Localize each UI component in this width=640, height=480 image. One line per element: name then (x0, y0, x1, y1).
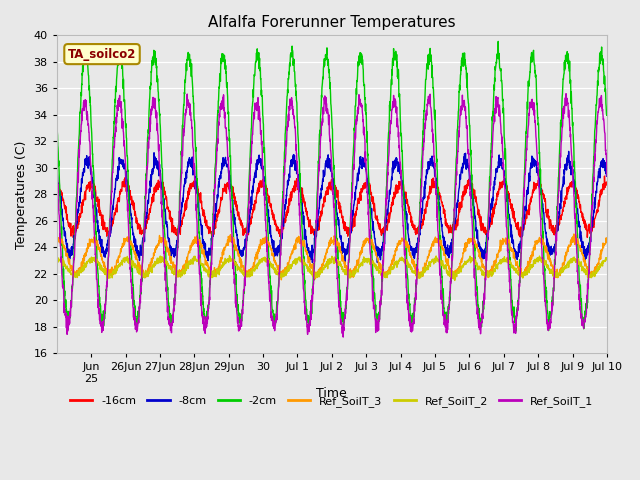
Y-axis label: Temperatures (C): Temperatures (C) (15, 140, 28, 249)
-2cm (108, 173, 116, 179)
Line: -2cm: -2cm (57, 41, 607, 331)
-16cm (70, 235, 77, 240)
-8cm (596, 167, 604, 173)
Ref_SoilT_1 (603, 173, 611, 179)
-2cm (596, 60, 604, 65)
-8cm (498, 161, 506, 167)
-8cm (308, 260, 316, 265)
-16cm (53, 183, 61, 189)
-2cm (53, 112, 61, 118)
Ref_SoilT_1 (498, 132, 506, 138)
Ref_SoilT_2 (451, 277, 459, 283)
Ref_SoilT_1 (529, 100, 536, 106)
X-axis label: Time: Time (317, 387, 348, 400)
Ref_SoilT_3 (529, 252, 536, 258)
-16cm (365, 189, 373, 195)
Ref_SoilT_1 (53, 166, 61, 171)
-16cm (108, 222, 116, 228)
Text: TA_soilco2: TA_soilco2 (68, 48, 136, 60)
-16cm (601, 173, 609, 179)
Line: Ref_SoilT_1: Ref_SoilT_1 (57, 94, 607, 337)
Line: -8cm: -8cm (57, 151, 607, 263)
Ref_SoilT_3 (227, 232, 234, 238)
-2cm (494, 38, 502, 44)
Ref_SoilT_3 (365, 240, 373, 246)
-8cm (53, 173, 61, 179)
-16cm (603, 180, 611, 185)
-8cm (227, 184, 234, 190)
Ref_SoilT_2 (108, 272, 116, 277)
Line: -16cm: -16cm (57, 176, 607, 238)
Ref_SoilT_3 (108, 270, 116, 276)
-8cm (565, 148, 573, 154)
Ref_SoilT_2 (603, 255, 611, 261)
Ref_SoilT_3 (53, 238, 61, 243)
Ref_SoilT_3 (603, 235, 611, 241)
Line: Ref_SoilT_2: Ref_SoilT_2 (57, 256, 607, 280)
-2cm (498, 77, 506, 83)
-2cm (529, 52, 537, 58)
Title: Alfalfa Forerunner Temperatures: Alfalfa Forerunner Temperatures (208, 15, 456, 30)
Ref_SoilT_2 (596, 264, 604, 270)
-16cm (227, 187, 234, 192)
Ref_SoilT_1 (596, 96, 604, 101)
-8cm (108, 217, 116, 223)
Ref_SoilT_1 (339, 334, 347, 340)
Ref_SoilT_2 (53, 257, 61, 263)
Ref_SoilT_3 (596, 256, 604, 262)
-16cm (498, 180, 506, 185)
Ref_SoilT_1 (108, 190, 116, 195)
-2cm (512, 328, 520, 334)
Ref_SoilT_1 (365, 224, 373, 230)
Ref_SoilT_1 (227, 198, 234, 204)
Ref_SoilT_2 (529, 263, 537, 269)
Legend: -16cm, -8cm, -2cm, Ref_SoilT_3, Ref_SoilT_2, Ref_SoilT_1: -16cm, -8cm, -2cm, Ref_SoilT_3, Ref_Soil… (66, 392, 598, 411)
-2cm (365, 176, 372, 182)
-2cm (603, 111, 611, 117)
Line: Ref_SoilT_3: Ref_SoilT_3 (57, 234, 607, 280)
Ref_SoilT_1 (562, 91, 570, 96)
-8cm (603, 170, 611, 176)
-8cm (365, 190, 373, 195)
Ref_SoilT_3 (498, 243, 506, 249)
-16cm (529, 189, 536, 194)
-8cm (529, 162, 536, 168)
-16cm (595, 201, 603, 206)
Ref_SoilT_2 (226, 253, 234, 259)
Ref_SoilT_2 (498, 257, 506, 263)
Ref_SoilT_3 (570, 231, 578, 237)
-2cm (227, 153, 234, 158)
Ref_SoilT_2 (227, 257, 234, 263)
Ref_SoilT_3 (278, 277, 285, 283)
Ref_SoilT_2 (365, 259, 373, 264)
